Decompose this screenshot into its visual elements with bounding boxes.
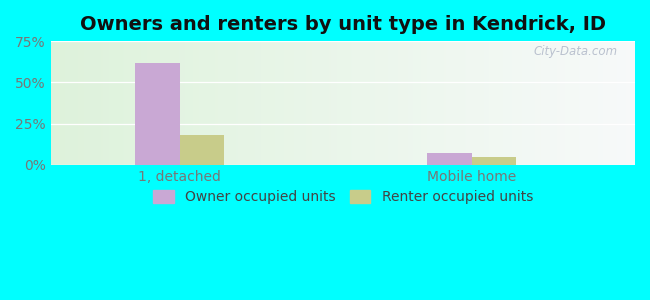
Text: City-Data.com: City-Data.com	[534, 45, 618, 58]
Bar	[427, 153, 471, 165]
Bar	[179, 135, 224, 165]
Bar	[135, 63, 179, 165]
Legend: Owner occupied units, Renter occupied units: Owner occupied units, Renter occupied un…	[148, 185, 539, 210]
Bar	[471, 157, 516, 165]
Title: Owners and renters by unit type in Kendrick, ID: Owners and renters by unit type in Kendr…	[80, 15, 606, 34]
